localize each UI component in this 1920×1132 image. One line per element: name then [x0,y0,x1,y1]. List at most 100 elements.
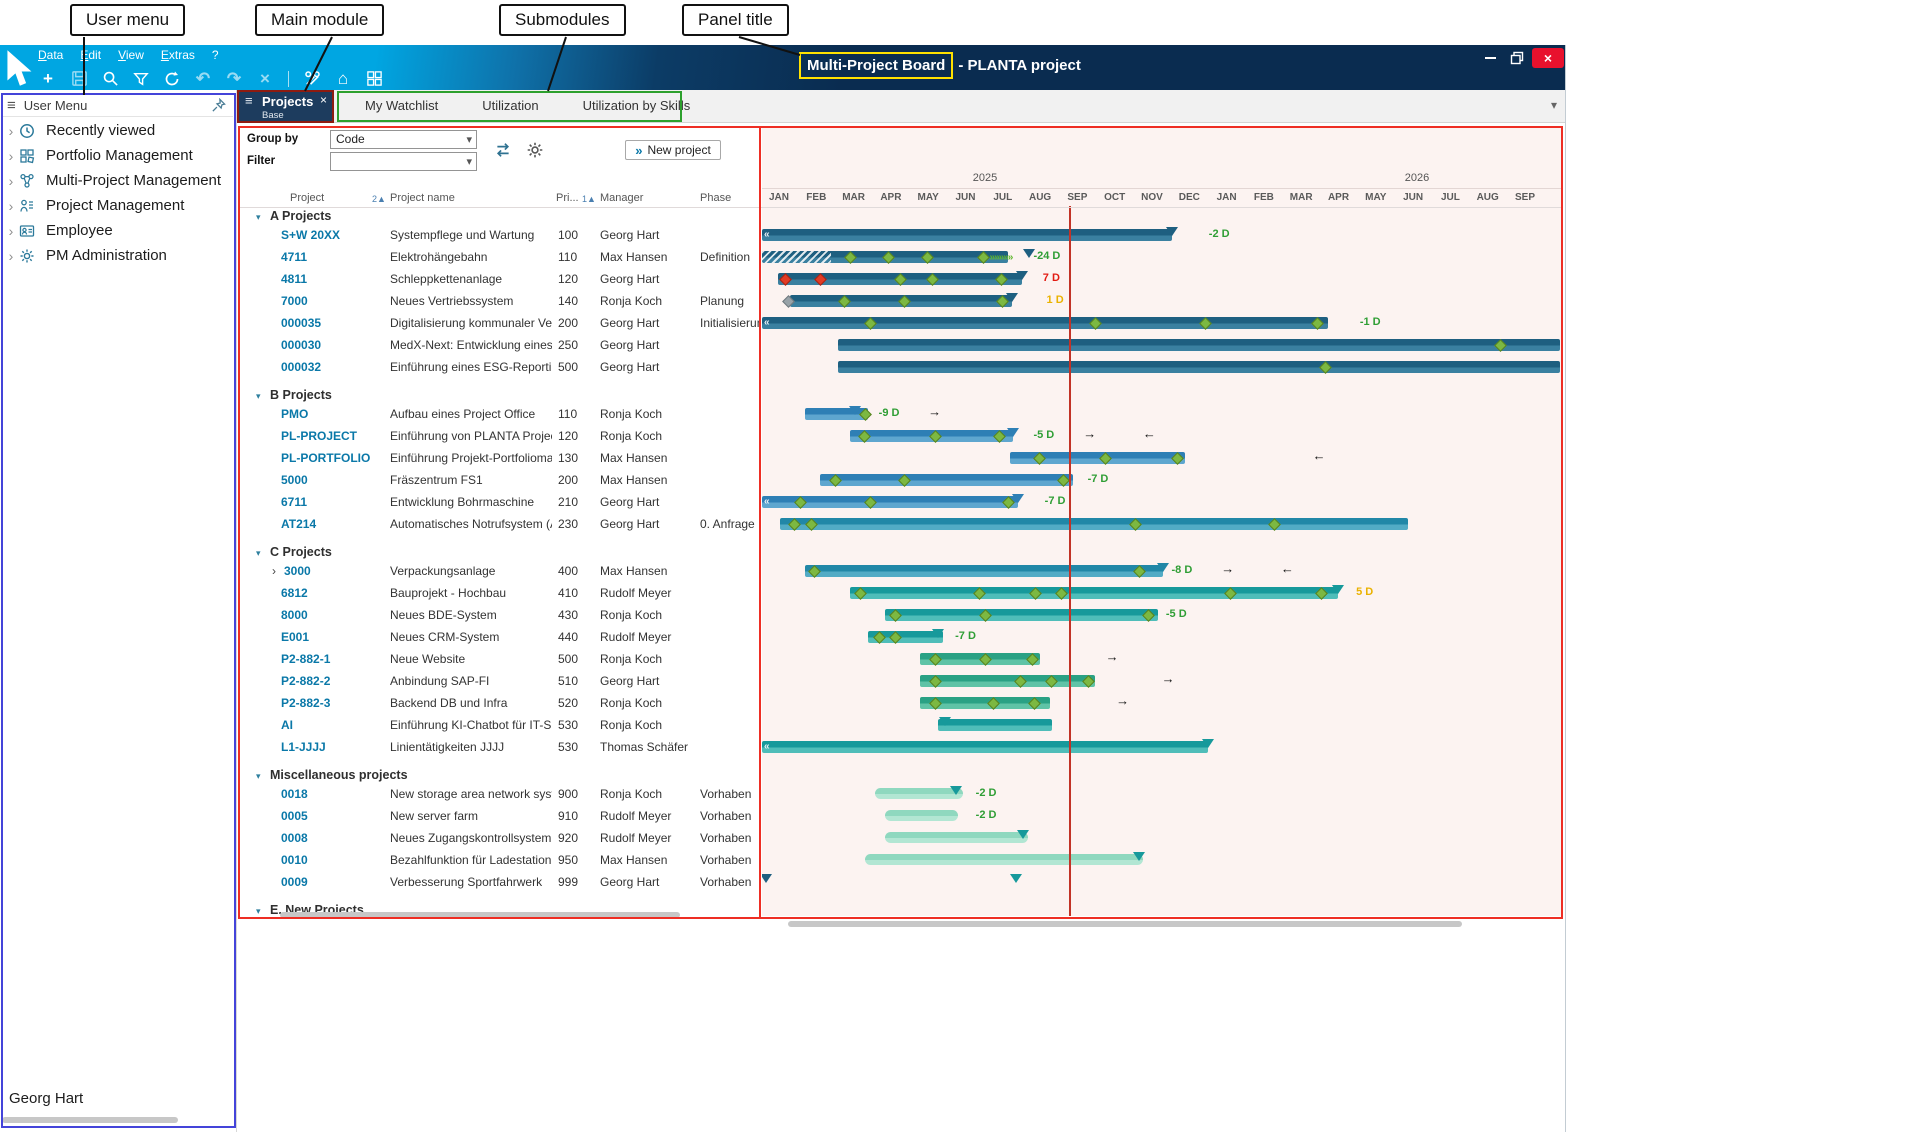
filter-icon[interactable] [129,68,153,90]
project-code-link[interactable]: PMO [281,407,309,421]
menu-extras[interactable]: Extras [160,48,195,62]
sidebar-item-multi-project-management[interactable]: › Multi-Project Management [0,168,237,193]
tab-utilization-by-skills[interactable]: Utilization by Skills [582,98,691,113]
project-code-link[interactable]: 0005 [281,809,308,823]
project-code-link[interactable]: P2-882-2 [281,674,331,688]
gantt-bar[interactable] [867,631,943,643]
menu-view[interactable]: View [118,48,144,62]
gantt-bar[interactable] [885,609,1159,621]
tab-projects[interactable]: ≡ Projects × Base [238,91,332,122]
sidebar-item-project-management[interactable]: › Project Management [0,193,237,218]
project-code-link[interactable]: 0009 [281,875,308,889]
gantt-bar[interactable] [820,474,1074,486]
gantt-bar[interactable] [762,229,1173,241]
hamburger-icon[interactable]: ≡ [7,97,16,114]
tab-utilization[interactable]: Utilization [482,98,539,113]
modules-icon[interactable] [362,68,386,90]
settings-gear-button[interactable] [524,139,546,161]
project-code-link[interactable]: 6711 [281,495,308,509]
gantt-bar[interactable] [779,518,1409,530]
new-project-button[interactable]: » New project [625,140,721,160]
project-code-link[interactable]: E001 [281,630,310,644]
gantt-bar[interactable] [885,832,1028,843]
maximize-button[interactable] [1505,48,1529,68]
group-collapse-icon[interactable]: ▾ [256,771,261,781]
project-code-link[interactable]: AI [281,718,293,732]
sidebar-horizontal-scrollbar[interactable] [2,1117,178,1123]
column-header-priority[interactable]: Pri... [556,192,579,204]
pin-icon[interactable] [211,97,227,114]
sidebar-item-pm-administration[interactable]: › PM Administration [0,243,237,268]
refresh-icon[interactable] [160,68,184,90]
chevron-down-icon[interactable]: ▾ [1550,98,1557,112]
project-code-link[interactable]: S+W 20XX [281,228,341,242]
project-code-link[interactable]: L1-JJJJ [281,740,326,754]
project-code-link[interactable]: PL-PROJECT [281,429,358,443]
gantt-bar[interactable] [838,361,1561,373]
project-code-link[interactable]: 4711 [281,250,308,264]
gantt-bar[interactable] [762,496,1018,508]
project-code-link[interactable]: PL-PORTFOLIO [281,451,371,465]
gantt-bar[interactable] [838,339,1561,351]
menu-[interactable]: ? [211,48,219,62]
sidebar-item-employee[interactable]: › Employee [0,218,237,243]
project-code-link[interactable]: 8000 [281,608,308,622]
project-code-link[interactable]: 000035 [281,316,322,330]
group-collapse-icon[interactable]: ▾ [256,906,261,916]
group-by-select[interactable]: Code ▾ [330,130,477,149]
redo-icon[interactable]: ↷ [226,68,242,88]
home-icon[interactable]: ⌂ [337,68,349,88]
column-header-project[interactable]: Project [290,192,325,204]
gantt-bar[interactable] [762,317,1328,329]
group-collapse-icon[interactable]: ▾ [256,391,261,401]
delete-icon[interactable]: × [260,68,270,88]
gantt-bar[interactable] [804,565,1163,577]
gantt-bar[interactable] [885,810,958,821]
gantt-bar[interactable] [762,741,1209,753]
tools-icon[interactable] [300,68,324,90]
menu-data[interactable]: Data [38,48,64,62]
gantt-horizontal-scrollbar[interactable] [788,921,1462,927]
search-icon[interactable] [98,68,122,90]
project-code-link[interactable]: 5000 [281,473,308,487]
group-collapse-icon[interactable]: ▾ [256,548,261,558]
row-expand-icon[interactable]: › [272,564,276,578]
tab-menu-icon[interactable]: ≡ [245,93,253,108]
gantt-bar[interactable] [875,788,964,799]
add-icon[interactable]: + [43,68,53,88]
close-button[interactable]: × [1532,48,1564,68]
column-header-phase[interactable]: Phase [700,192,732,204]
project-code-link[interactable]: 000030 [281,338,322,352]
project-code-link[interactable]: 0008 [281,831,308,845]
column-header-manager[interactable]: Manager [600,192,644,204]
minimize-button[interactable] [1478,48,1502,68]
swap-view-button[interactable] [492,139,514,161]
gantt-bar[interactable] [938,719,1052,731]
project-code-link[interactable]: P2-882-1 [281,652,331,666]
project-priority: 120 [558,429,579,443]
column-header-project-name[interactable]: Project name [390,192,455,204]
project-code-link[interactable]: AT214 [281,517,317,531]
filter-select[interactable]: ▾ [330,152,477,171]
project-code-link[interactable]: 000032 [281,360,322,374]
sidebar-item-recently-viewed[interactable]: › Recently viewed [0,118,237,143]
tab-my-watchlist[interactable]: My Watchlist [365,98,439,113]
table-horizontal-scrollbar[interactable] [280,912,680,918]
group-collapse-icon[interactable]: ▾ [256,212,261,222]
project-code-link[interactable]: 0010 [281,853,308,867]
sidebar-item-portfolio-management[interactable]: › Portfolio Management [0,143,237,168]
gantt-bar[interactable] [864,854,1143,865]
gantt-bar[interactable] [920,697,1050,709]
project-code-link[interactable]: 6812 [281,586,308,600]
tab-close-icon[interactable]: × [319,93,327,107]
project-code-link[interactable]: P2-882-3 [281,696,331,710]
project-code-link[interactable]: 7000 [281,294,308,308]
project-code-link[interactable]: 4811 [281,272,308,286]
menu-edit[interactable]: Edit [80,48,102,62]
project-code-link[interactable]: 3000 [284,564,311,578]
undo-icon[interactable]: ↶ [195,68,211,88]
project-code-link[interactable]: 0018 [281,787,308,801]
gantt-bar[interactable] [1010,452,1185,464]
save-icon[interactable] [67,68,91,90]
gantt-bar[interactable] [850,587,1338,599]
